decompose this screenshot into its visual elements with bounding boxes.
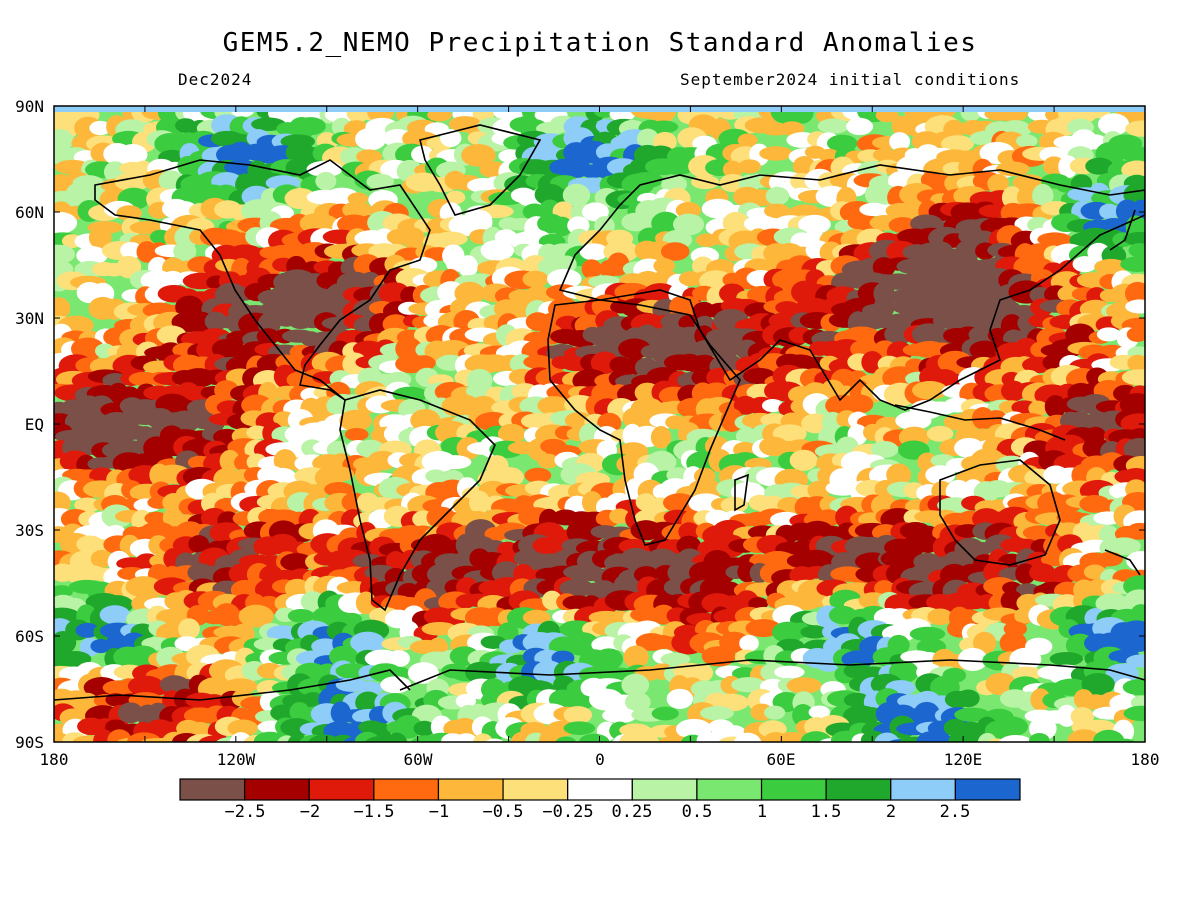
colorbar-swatch: [696, 778, 763, 801]
initial-conditions-label: September2024 initial conditions: [680, 70, 1021, 89]
colorbar-swatch: [437, 778, 504, 801]
lat-label-30s: 30S: [15, 521, 44, 540]
colorbar-label: −2.5: [224, 802, 266, 822]
lon-label-60e: 60E: [766, 750, 796, 769]
lat-label-90n: 90N: [15, 97, 44, 116]
map-title: GEM5.2_NEMO Precipitation Standard Anoma…: [222, 28, 978, 58]
colorbar-swatch: [244, 778, 310, 801]
anomaly-field: [54, 106, 1145, 742]
colorbar-label: 0.25: [611, 802, 653, 822]
lat-label-eq: EQ: [24, 415, 44, 434]
colorbar-swatch: [890, 778, 956, 801]
colorbar-label: −0.25: [542, 802, 594, 822]
colorbar-label: 1: [756, 802, 768, 822]
lon-label-120w: 120W: [216, 750, 256, 769]
colorbar-label: −1: [428, 802, 450, 822]
colorbar-swatch: [760, 778, 827, 801]
colorbar-swatch: [954, 778, 1021, 801]
lon-label-180e: 180: [1130, 750, 1160, 769]
colorbar-label: −1.5: [353, 802, 395, 822]
colorbar-swatch: [179, 778, 246, 801]
colorbar-label: −0.5: [482, 802, 524, 822]
colorbar-label: 0.5: [681, 802, 713, 822]
colorbar-swatch: [567, 778, 633, 801]
lat-label-60s: 60S: [15, 627, 44, 646]
colorbar-label: 1.5: [810, 802, 842, 822]
lon-label-120e: 120E: [943, 750, 983, 769]
colorbar-label: 2.5: [939, 802, 971, 822]
coastlines: [54, 124, 1145, 701]
colorbar-swatch: [631, 778, 698, 801]
lat-label-60n: 60N: [15, 203, 44, 222]
colorbar-swatch: [825, 778, 892, 801]
forecast-period: Dec2024: [178, 70, 253, 89]
colorbar-swatch: [373, 778, 440, 801]
colorbar: [179, 778, 1021, 801]
colorbar-swatch: [502, 778, 569, 801]
lon-label-60w: 60W: [403, 750, 433, 769]
colorbar-swatch: [308, 778, 375, 801]
lon-label-0: 0: [595, 750, 605, 769]
lat-label-90s: 90S: [15, 733, 44, 752]
colorbar-label: 2: [885, 802, 897, 822]
lat-label-30n: 30N: [15, 309, 44, 328]
lon-label-180w: 180: [39, 750, 69, 769]
colorbar-label: −2: [299, 802, 321, 822]
